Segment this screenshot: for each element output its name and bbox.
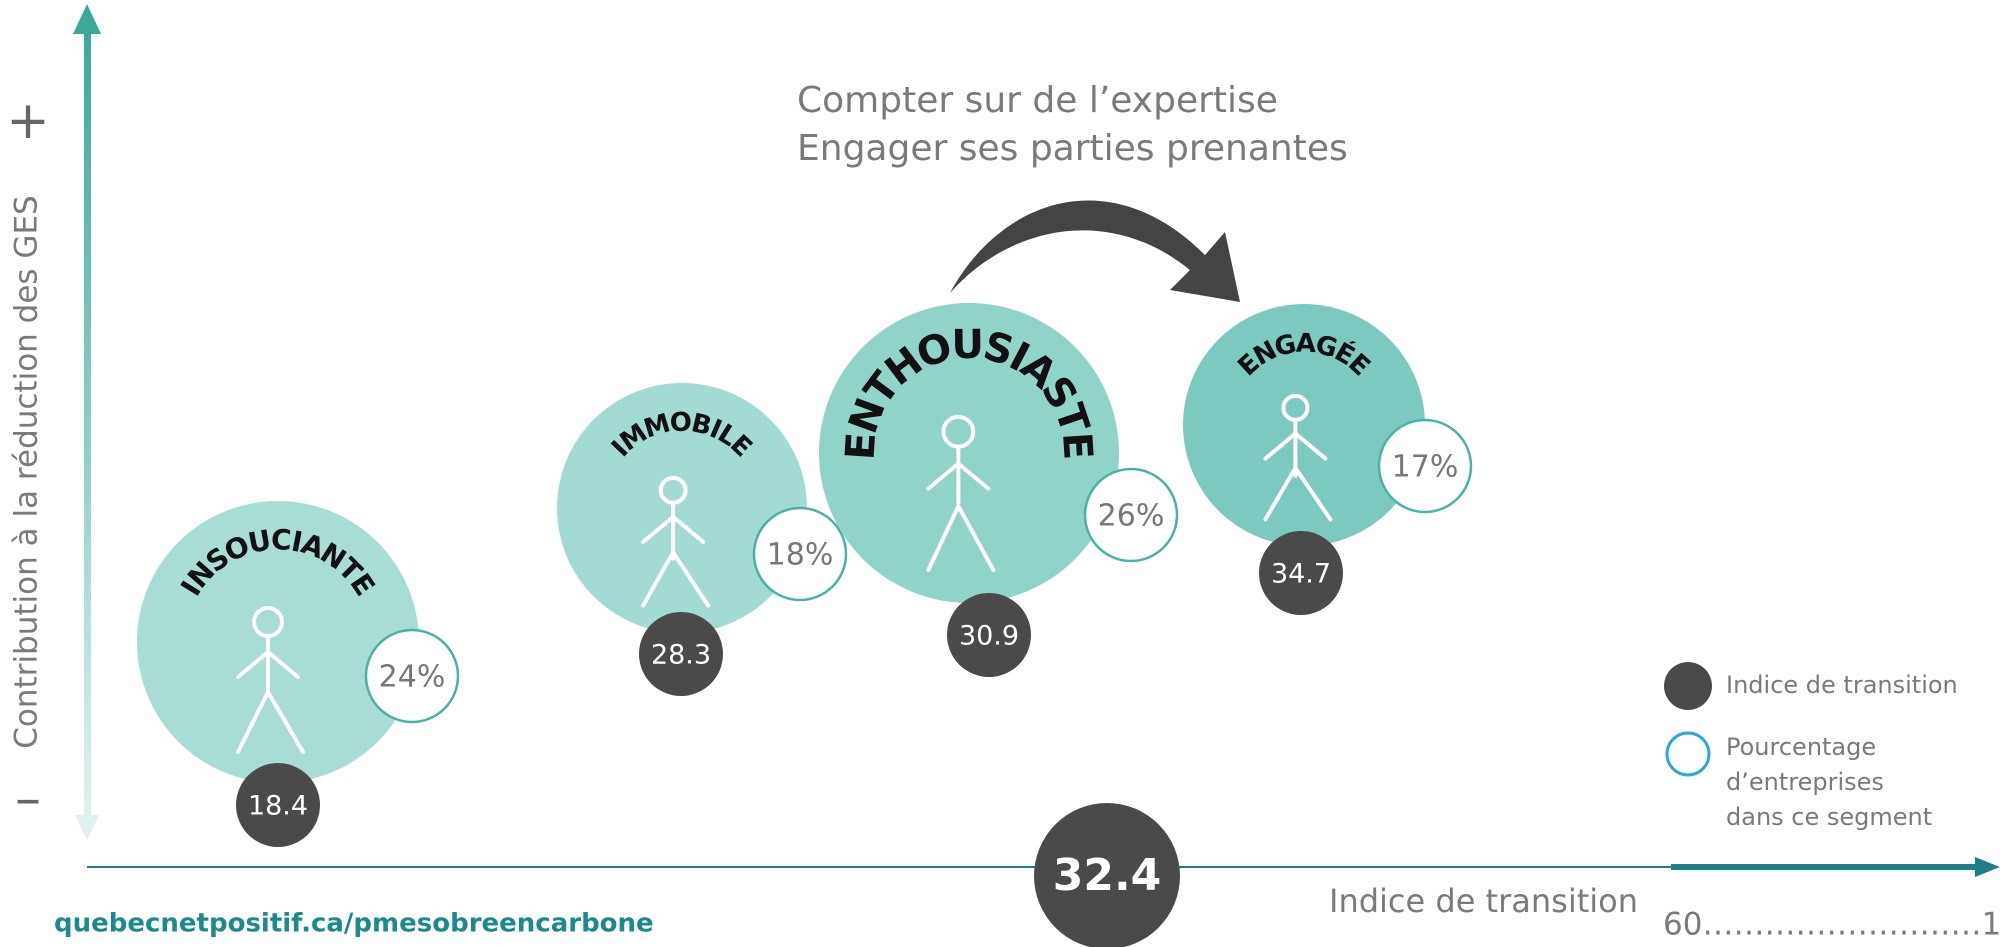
footer-url: quebecnetpositif.ca/pmesobreencarbone (54, 909, 654, 939)
y-axis-head (73, 4, 101, 34)
y-axis-tail (75, 815, 99, 840)
segment-index: 18.4 (248, 791, 308, 822)
x-axis-label: Indice de transition (1329, 882, 1638, 920)
transition-arrow (950, 201, 1240, 302)
x-axis-head (1975, 857, 2000, 877)
annotation-line: Engager ses parties prenantes (797, 128, 1348, 169)
segment-share: 17% (1392, 450, 1459, 485)
legend-label: Indice de transition (1726, 671, 1958, 699)
average-index: 32.4 (1053, 850, 1162, 901)
legend-label: dans ce segment (1726, 803, 1932, 831)
y-axis-plus: + (6, 91, 50, 151)
y-axis-minus: – (15, 769, 41, 829)
legend-share-swatch (1667, 733, 1709, 775)
infographic: + – Contribution à la réduction des GES Com… (0, 0, 2000, 947)
segment-index: 28.3 (651, 640, 711, 671)
segment-share: 24% (379, 660, 446, 695)
legend-index-swatch (1664, 662, 1712, 710)
legend-label: d’entreprises (1726, 768, 1884, 796)
segment-share: 18% (767, 538, 834, 573)
segment-index: 34.7 (1271, 559, 1331, 590)
y-axis-label: Contribution à la réduction des GES (9, 195, 45, 748)
annotation-line: Compter sur de l’expertise (797, 80, 1278, 121)
legend-label: Pourcentage (1726, 733, 1876, 761)
x-axis-scale: 60………………………100 (1663, 907, 2000, 943)
y-axis (84, 30, 91, 820)
segment-index: 30.9 (959, 621, 1019, 652)
segment-share: 26% (1098, 499, 1165, 534)
